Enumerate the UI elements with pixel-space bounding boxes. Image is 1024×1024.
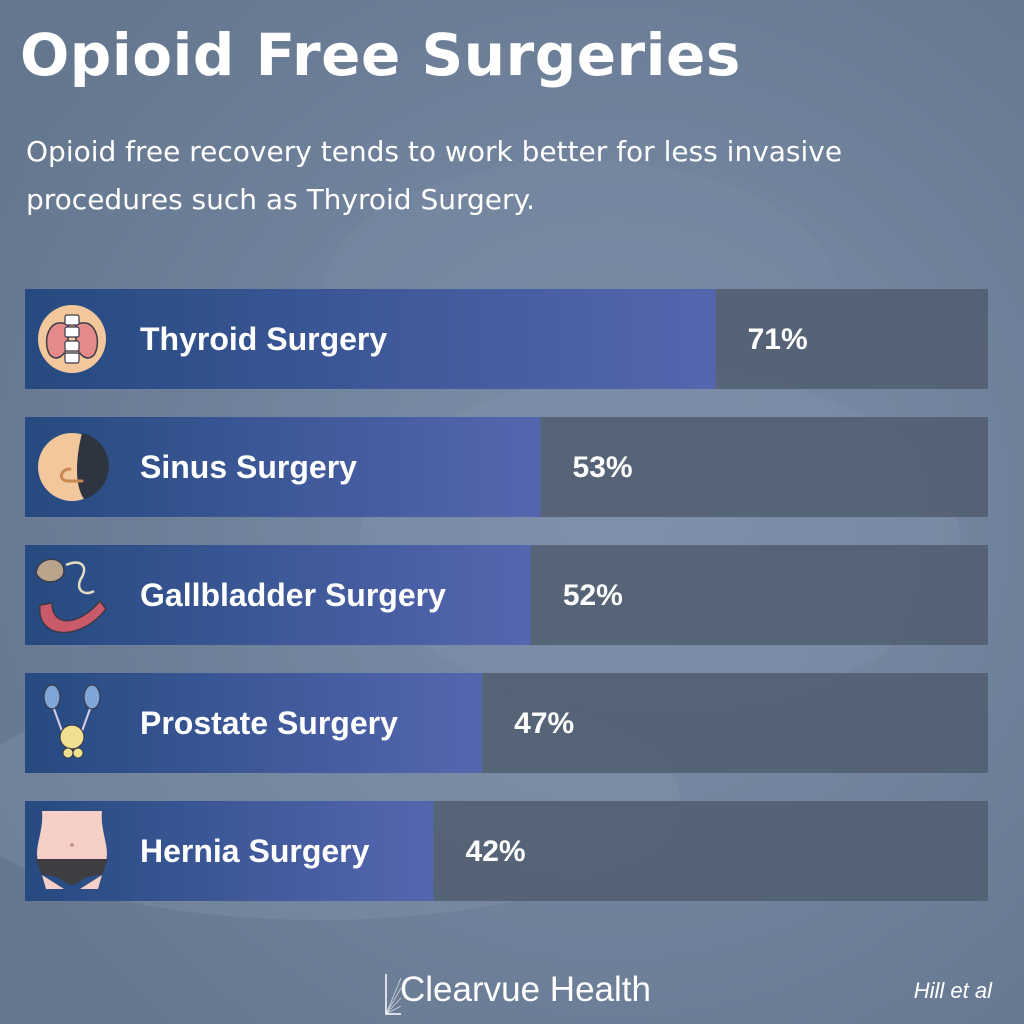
brand-mark-icon bbox=[385, 974, 402, 1015]
abdomen-icon bbox=[36, 811, 108, 889]
bar bbox=[25, 417, 541, 517]
nose-icon bbox=[38, 433, 109, 501]
bar-category-label: Sinus Surgery bbox=[140, 449, 357, 485]
page-title: Opioid Free Surgeries bbox=[20, 21, 741, 89]
thyroid-icon bbox=[38, 305, 106, 373]
brand-name: Clearvue Health bbox=[400, 970, 651, 1009]
bar-value-label: 71% bbox=[748, 323, 808, 356]
bar bbox=[25, 545, 531, 645]
bar bbox=[25, 673, 483, 773]
bar-row: Thyroid Surgery 71% bbox=[25, 289, 988, 389]
bar-value-label: 53% bbox=[573, 451, 633, 484]
prostate-icon bbox=[43, 684, 101, 759]
bar-row: Hernia Surgery 42% bbox=[25, 801, 988, 901]
page-subtitle: Opioid free recovery tends to work bette… bbox=[26, 135, 843, 216]
bar-row: Sinus Surgery 53% bbox=[25, 417, 988, 517]
bar-value-label: 42% bbox=[466, 835, 526, 868]
bar-category-label: Thyroid Surgery bbox=[140, 321, 387, 357]
bar-category-label: Gallbladder Surgery bbox=[140, 577, 446, 613]
bar bbox=[25, 289, 716, 389]
source-citation: Hill et al bbox=[913, 978, 992, 1003]
bar-category-label: Prostate Surgery bbox=[140, 705, 398, 741]
brand-logo: Clearvue Health bbox=[384, 968, 664, 1018]
bar-row: Gallbladder Surgery 52% bbox=[25, 545, 988, 645]
bar-category-label: Hernia Surgery bbox=[140, 833, 370, 869]
bar-value-label: 52% bbox=[563, 579, 623, 612]
bar-value-label: 47% bbox=[514, 707, 574, 740]
bar-row: Prostate Surgery 47% bbox=[25, 673, 988, 773]
gallbladder-icon bbox=[35, 558, 107, 634]
